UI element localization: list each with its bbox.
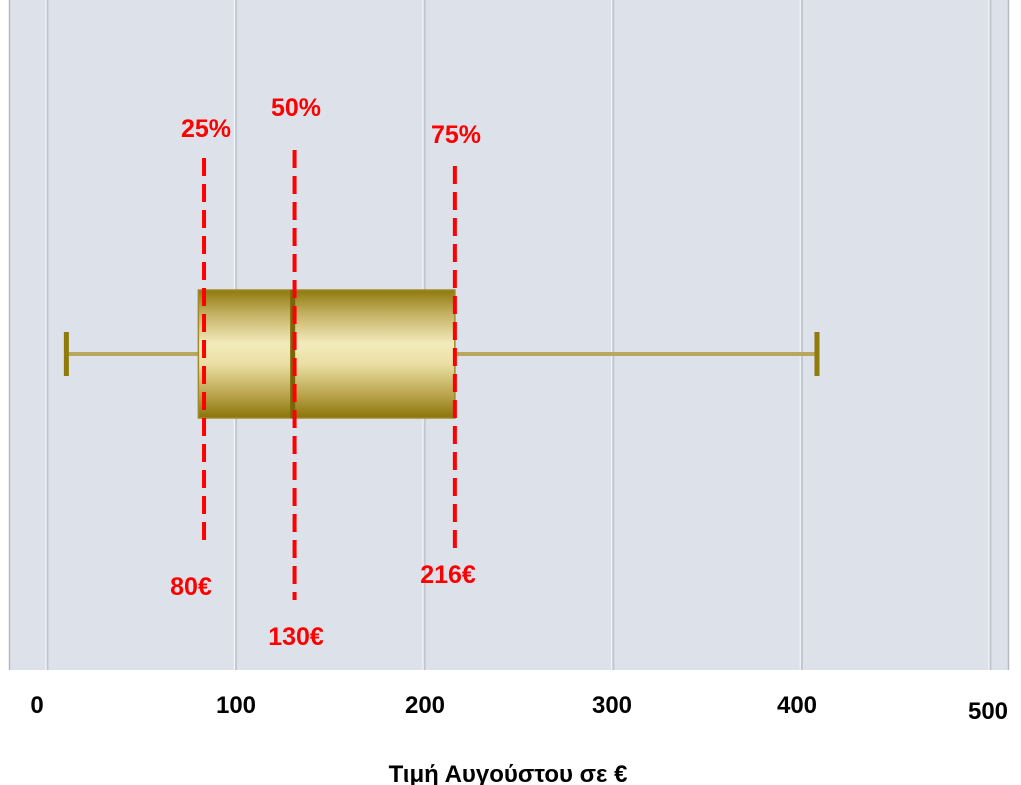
- box-lower-half: [197, 289, 294, 419]
- x-axis-title: Τιμή Αυγούστου σε €: [389, 761, 628, 785]
- x-tick-labels: 0 100 200 300 400 500: [30, 692, 1008, 725]
- quartile-annotations: 25% 80€ 50% 130€ 75% 216€: [170, 94, 481, 651]
- x-tick-label: 300: [592, 692, 632, 719]
- annotation-25-percent: 25% 80€: [170, 115, 231, 601]
- annotation-percent-label: 50%: [271, 94, 321, 122]
- x-tick-label: 200: [405, 692, 445, 719]
- x-tick-label: 100: [216, 692, 256, 719]
- plot-background: [9, 0, 1009, 670]
- annotation-value-label: 80€: [170, 573, 212, 601]
- x-tick-label: 0: [30, 692, 43, 719]
- annotation-value-label: 130€: [268, 623, 324, 651]
- annotation-percent-label: 25%: [181, 115, 231, 143]
- annotation-50-percent: 50% 130€: [268, 94, 324, 651]
- annotation-75-percent: 75% 216€: [420, 121, 481, 589]
- box-plot: [63, 289, 820, 419]
- annotation-value-label: 216€: [420, 561, 476, 589]
- x-tick-label: 400: [777, 692, 817, 719]
- x-tick-label: 500: [968, 698, 1008, 725]
- box-upper-half: [291, 289, 456, 419]
- annotation-percent-label: 75%: [431, 121, 481, 149]
